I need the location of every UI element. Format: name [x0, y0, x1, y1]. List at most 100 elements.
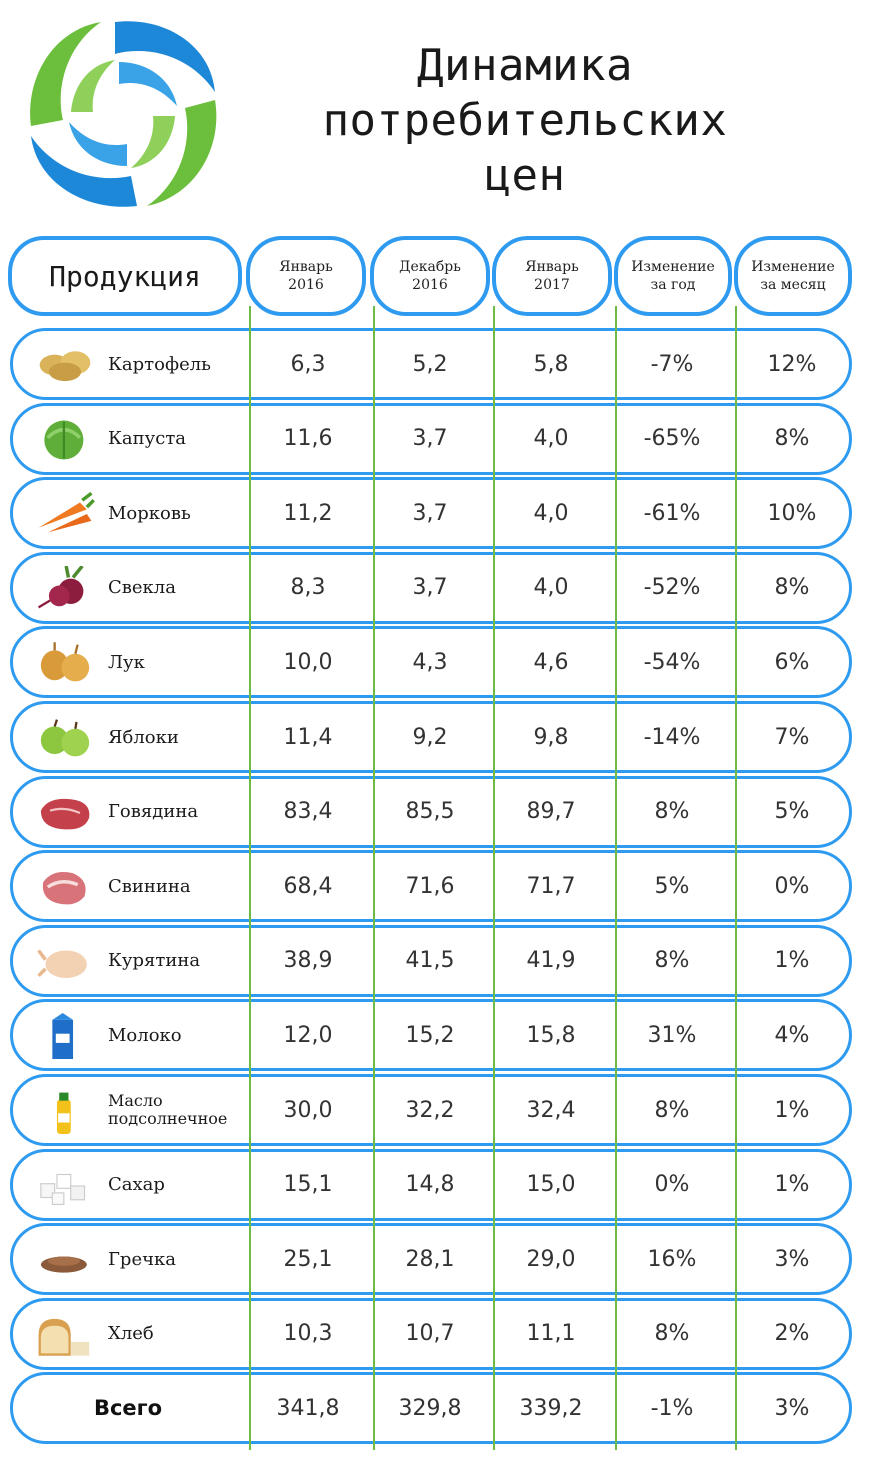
column-divider [373, 620, 375, 705]
header-jan2016: Январь 2016 [246, 236, 366, 316]
column-divider [249, 620, 251, 705]
value-cell: 4,0 [533, 500, 569, 526]
value-cell: 12% [767, 351, 817, 377]
value-cell: 7% [774, 724, 810, 750]
value-cell: 41,5 [405, 948, 455, 974]
value-cell: 12,0 [283, 1022, 333, 1048]
value-cell: 89,7 [526, 799, 576, 825]
total-row: Всего 341,8 329,8 339,2 -1% 3% [10, 1366, 852, 1451]
column-divider [735, 306, 737, 332]
column-divider [373, 993, 375, 1078]
beet-icon [37, 565, 84, 609]
column-divider [373, 1217, 375, 1302]
value-cell: -1% [650, 1395, 694, 1421]
value-cell: 1% [774, 1097, 810, 1123]
table-row: Морковь 11,2 3,7 4,0 -61% 10% [10, 471, 852, 556]
row-frame [10, 850, 852, 923]
column-divider [373, 396, 375, 481]
value-cell: 8,3 [290, 575, 326, 601]
column-divider [249, 545, 251, 630]
value-cell: 5,8 [533, 351, 569, 377]
column-divider [493, 545, 495, 630]
column-divider [249, 396, 251, 481]
column-divider [249, 1068, 251, 1152]
column-divider [249, 322, 251, 406]
column-divider [493, 695, 495, 779]
value-cell: 4,3 [412, 649, 448, 675]
column-divider [735, 918, 737, 1003]
table-row: Свекла 8,3 3,7 4,0 -52% 8% [10, 545, 852, 630]
header-jan2017-label: Январь 2017 [525, 259, 579, 293]
header-product: Продукция [8, 236, 242, 316]
value-cell: 329,8 [398, 1395, 462, 1421]
column-divider [493, 1068, 495, 1152]
column-divider [615, 471, 617, 556]
value-cell: 3,7 [412, 426, 448, 452]
value-cell: 29,0 [526, 1246, 576, 1272]
row-frame [10, 402, 852, 475]
header-dec2016-label: Декабрь 2016 [399, 259, 461, 293]
buckwheat-icon [40, 1256, 87, 1273]
column-divider [373, 1068, 375, 1152]
column-divider [735, 695, 737, 779]
row-frame [10, 701, 852, 773]
value-cell: 68,4 [283, 873, 333, 899]
product-name: Масло подсолнечное [108, 1091, 228, 1128]
column-divider [249, 306, 251, 332]
value-cell: 15,2 [405, 1022, 455, 1048]
column-divider [493, 471, 495, 556]
product-name: Лук [108, 651, 145, 673]
value-cell: 9,2 [412, 724, 448, 750]
value-cell: 71,7 [526, 873, 576, 899]
product-name: Молоко [108, 1024, 182, 1046]
value-cell: 0% [774, 873, 810, 899]
logo-icon [30, 21, 217, 207]
column-divider [373, 918, 375, 1003]
product-name: Хлеб [108, 1323, 154, 1345]
header-month-change: Изменение за месяц [734, 236, 852, 316]
value-cell: 8% [654, 1321, 690, 1347]
column-divider [373, 471, 375, 556]
value-cell: 15,8 [526, 1022, 576, 1048]
column-divider [615, 396, 617, 481]
column-divider [249, 844, 251, 929]
value-cell: 4,6 [533, 649, 569, 675]
column-divider [735, 396, 737, 481]
column-divider [249, 695, 251, 779]
value-cell: 5% [654, 873, 690, 899]
value-cell: 38,9 [283, 948, 333, 974]
column-divider [493, 993, 495, 1078]
product-name: Говядина [108, 801, 199, 823]
column-divider [615, 769, 617, 854]
row-frame [10, 924, 852, 997]
column-divider [249, 993, 251, 1078]
product-name: Яблоки [108, 726, 179, 748]
header-jan2016-label: Январь 2016 [279, 259, 333, 293]
value-cell: 41,9 [526, 948, 576, 974]
column-divider [249, 1142, 251, 1227]
column-divider [493, 769, 495, 854]
carrot-icon [38, 492, 95, 533]
column-divider [615, 322, 617, 406]
value-cell: 71,6 [405, 873, 455, 899]
product-name: Курятина [108, 950, 201, 972]
table-row: Яблоки 11,4 9,2 9,8 -14% 7% [10, 695, 852, 779]
column-divider [373, 1366, 375, 1451]
value-cell: 25,1 [283, 1246, 333, 1272]
value-cell: 6% [774, 649, 810, 675]
column-divider [735, 471, 737, 556]
value-cell: -52% [643, 575, 701, 601]
table-row: Курятина 38,9 41,5 41,9 8% 1% [10, 918, 852, 1003]
column-divider [735, 844, 737, 929]
row-frame [10, 1148, 852, 1221]
column-divider [493, 306, 495, 332]
column-divider [615, 1291, 617, 1376]
total-label: Всего [93, 1396, 163, 1421]
column-divider [249, 1217, 251, 1302]
value-cell: 28,1 [405, 1246, 455, 1272]
value-cell: 11,6 [283, 426, 333, 452]
column-divider [373, 844, 375, 929]
row-frame [10, 477, 852, 550]
value-cell: 3% [774, 1246, 810, 1272]
product-name: Морковь [108, 502, 191, 524]
